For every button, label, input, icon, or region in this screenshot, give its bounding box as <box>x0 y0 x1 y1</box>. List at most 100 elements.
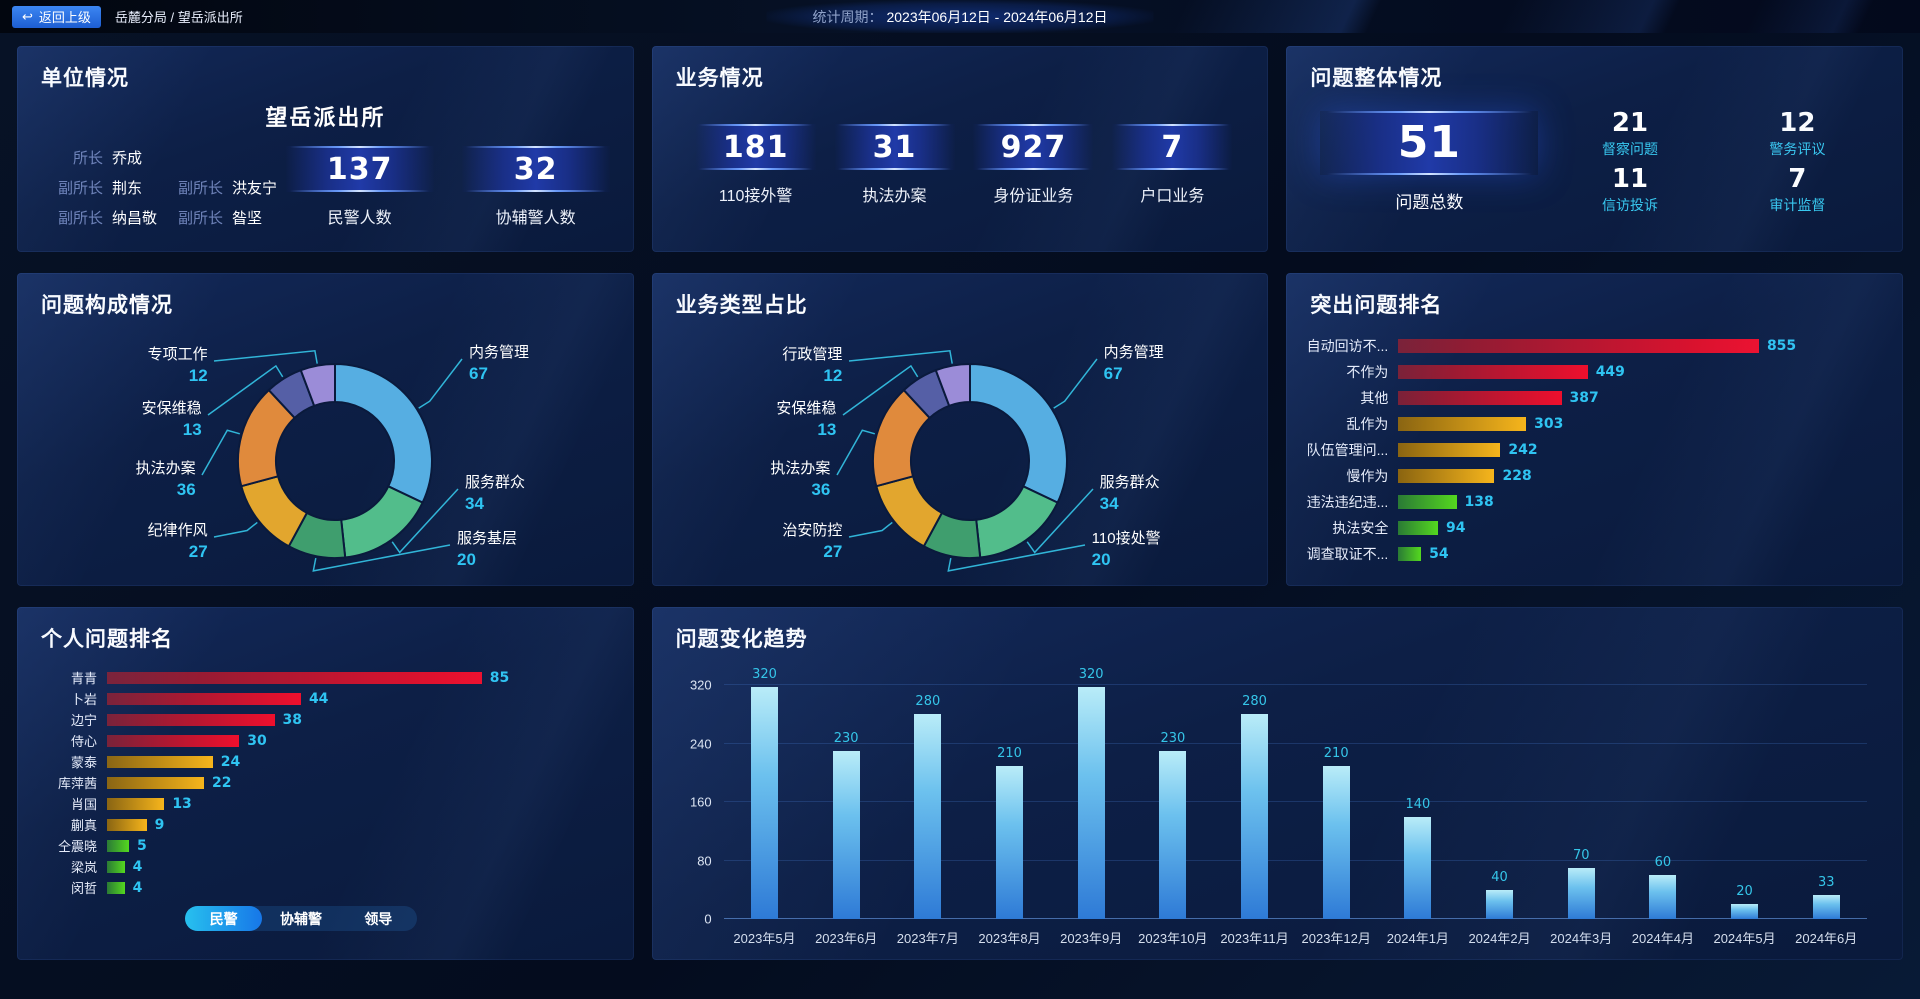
stat-value: 7 <box>1161 129 1184 165</box>
ranking-bar-row[interactable]: 违法违纪违... 138 <box>1300 489 1885 515</box>
ranking-bar-row[interactable]: 调查取证不... 54 <box>1300 541 1885 567</box>
ranking-bar-track: 228 <box>1398 468 1885 484</box>
ranking-bar-value: 242 <box>1508 442 1538 458</box>
tab-协辅警[interactable]: 协辅警 <box>279 910 322 927</box>
trend-y-tick: 80 <box>697 853 712 869</box>
problem-sub-stats: 21 督察问题 12 警务评议 11 信访投诉 7 审计监督 <box>1546 108 1881 215</box>
dashboard-grid: 单位情况 望岳派出所 所长 乔成 副所长 荆东 副所长 洪友宁 副所长 纳昌敬 副所长 昝坚 13… <box>0 33 1920 960</box>
ranking-bar-row[interactable]: 乱作为 303 <box>1300 411 1885 437</box>
back-arrow-icon: ↩ <box>22 9 33 24</box>
label-leader-line <box>1026 488 1094 554</box>
ranking-bar-value: 138 <box>1464 494 1494 510</box>
donut-label-name: 执法办案 <box>770 460 831 477</box>
ranking-bar-row[interactable]: 蒯真 9 <box>31 814 616 835</box>
trend-column: 33 <box>1785 667 1867 919</box>
tab-民警[interactable]: 民警 <box>185 906 263 931</box>
ranking-bar-value: 24 <box>220 753 241 770</box>
ranking-bar-row[interactable]: 队伍管理问... 242 <box>1300 437 1885 463</box>
ranking-bar <box>1398 339 1759 353</box>
business-stats: 181 110接外警 31 执法办案 927 身份证业务 7 户口业务 <box>652 92 1269 206</box>
ranking-bar-row[interactable]: 蒙泰 24 <box>31 751 616 772</box>
ranking-bar-label: 慢作为 <box>1346 468 1389 484</box>
stat-value: 31 <box>872 129 917 165</box>
stat-card: 927 身份证业务 <box>973 124 1094 206</box>
ranking-bar <box>107 818 147 831</box>
ranking-bar-value: 9 <box>154 816 165 833</box>
ranking-bar <box>107 797 165 810</box>
trend-bar-value: 320 <box>752 667 777 682</box>
ranking-bar-row[interactable]: 不作为 449 <box>1300 359 1885 385</box>
ranking-bar-row[interactable]: 卜岩 44 <box>31 688 616 709</box>
ranking-bar-row[interactable]: 慢作为 228 <box>1300 463 1885 489</box>
tab-领导[interactable]: 领导 <box>364 910 393 927</box>
problem-sub-stat: 7 审计监督 <box>1714 164 1881 215</box>
ranking-bar-label: 蒙泰 <box>70 755 97 770</box>
panel-title: 突出问题排名 <box>1310 294 1443 317</box>
donut-slice-专项工作 <box>299 362 336 408</box>
donut-label-name: 内务管理 <box>469 344 530 361</box>
stat-label: 户口业务 <box>1140 188 1205 205</box>
trend-y-tick: 240 <box>689 736 712 752</box>
trend-x-label: 2024年6月 <box>1795 931 1858 946</box>
ranking-bar-row[interactable]: 库萍茜 22 <box>31 772 616 793</box>
ranking-bar <box>107 860 125 873</box>
stat-card: 31 执法办案 <box>834 124 955 206</box>
ranking-bar-row[interactable]: 执法安全 94 <box>1300 515 1885 541</box>
trend-column: 60 <box>1622 667 1704 919</box>
problem-sub-stat-value: 7 <box>1788 164 1807 194</box>
ranking-bar-value: 94 <box>1445 520 1466 536</box>
stat-plate: 181 <box>695 124 816 170</box>
trend-column: 230 <box>805 667 887 919</box>
donut-label-name: 服务群众 <box>465 474 526 491</box>
trend-baseline <box>723 918 1867 919</box>
donut-label-name: 专项工作 <box>147 346 208 363</box>
label-leader-line <box>391 488 459 554</box>
leader-spacer <box>167 147 277 168</box>
leader-role: 所长 <box>72 149 103 167</box>
trend-column: 230 <box>1132 667 1214 919</box>
ranking-bar-row[interactable]: 青青 85 <box>31 667 616 688</box>
trend-x-label: 2024年2月 <box>1468 931 1531 946</box>
donut-slice-服务群众 <box>974 484 1059 559</box>
panel-title: 业务类型占比 <box>675 294 808 317</box>
trend-bar <box>1404 816 1432 919</box>
trend-bar <box>996 765 1023 919</box>
ranking-bar-row[interactable]: 边宁 38 <box>31 709 616 730</box>
breadcrumb[interactable]: 岳麓分局 / 望岳派出所 <box>114 10 243 25</box>
donut-label-name: 110接处警 <box>1091 530 1161 547</box>
stat-period-label: 统计周期： <box>812 8 883 25</box>
panel-title: 问题变化趋势 <box>675 628 808 651</box>
donut-label: 内务管理 67 <box>469 343 529 385</box>
label-leader-line <box>947 544 1085 572</box>
ranking-bar <box>107 776 204 789</box>
problem-composition-donut-chart: 内务管理 67 服务群众 34 服务基层 20 专项工作 12 安保维稳 13 执法办案 36 纪律作风… <box>17 325 634 586</box>
problem-total-label: 问题总数 <box>1395 192 1464 212</box>
ranking-bar-row[interactable]: 其他 387 <box>1300 385 1885 411</box>
stat-value: 181 <box>722 129 789 165</box>
ranking-bar-row[interactable]: 梁岚 4 <box>31 856 616 877</box>
donut-label: 服务群众 34 <box>465 473 525 515</box>
stat-label: 110接外警 <box>718 188 793 205</box>
ranking-bar-row[interactable]: 侍心 30 <box>31 730 616 751</box>
stat-label: 民警人数 <box>327 210 392 227</box>
trend-bar-value: 40 <box>1491 869 1508 885</box>
trend-bar <box>1322 765 1350 919</box>
trend-column: 320 <box>1050 667 1132 919</box>
ranking-bar-row[interactable]: 闵哲 4 <box>31 877 616 898</box>
ranking-bar-value: 85 <box>489 669 510 686</box>
label-leader-line <box>201 429 241 476</box>
ranking-bar-track: 387 <box>1398 390 1885 406</box>
back-button[interactable]: ↩ 返回上级 <box>12 5 101 28</box>
stat-label: 协辅警人数 <box>495 210 576 227</box>
trend-column: 280 <box>1214 667 1296 919</box>
ranking-bar-row[interactable]: 自动回访不... 855 <box>1300 333 1885 359</box>
ranking-bar-row[interactable]: 仝震晓 5 <box>31 835 616 856</box>
donut-label-value: 12 <box>823 365 843 385</box>
donut-label: 治安防控 27 <box>782 521 842 563</box>
ranking-bar-track: 449 <box>1398 364 1885 380</box>
donut-label-value: 13 <box>182 419 202 439</box>
trend-x-axis-labels: 2023年5月 2023年6月 2023年7月 2023年8月 2023年9月 2023年… <box>724 928 1867 947</box>
trend-column: 320 <box>724 667 806 919</box>
ranking-bar-row[interactable]: 肖国 13 <box>31 793 616 814</box>
trend-bar-value: 210 <box>997 745 1022 761</box>
